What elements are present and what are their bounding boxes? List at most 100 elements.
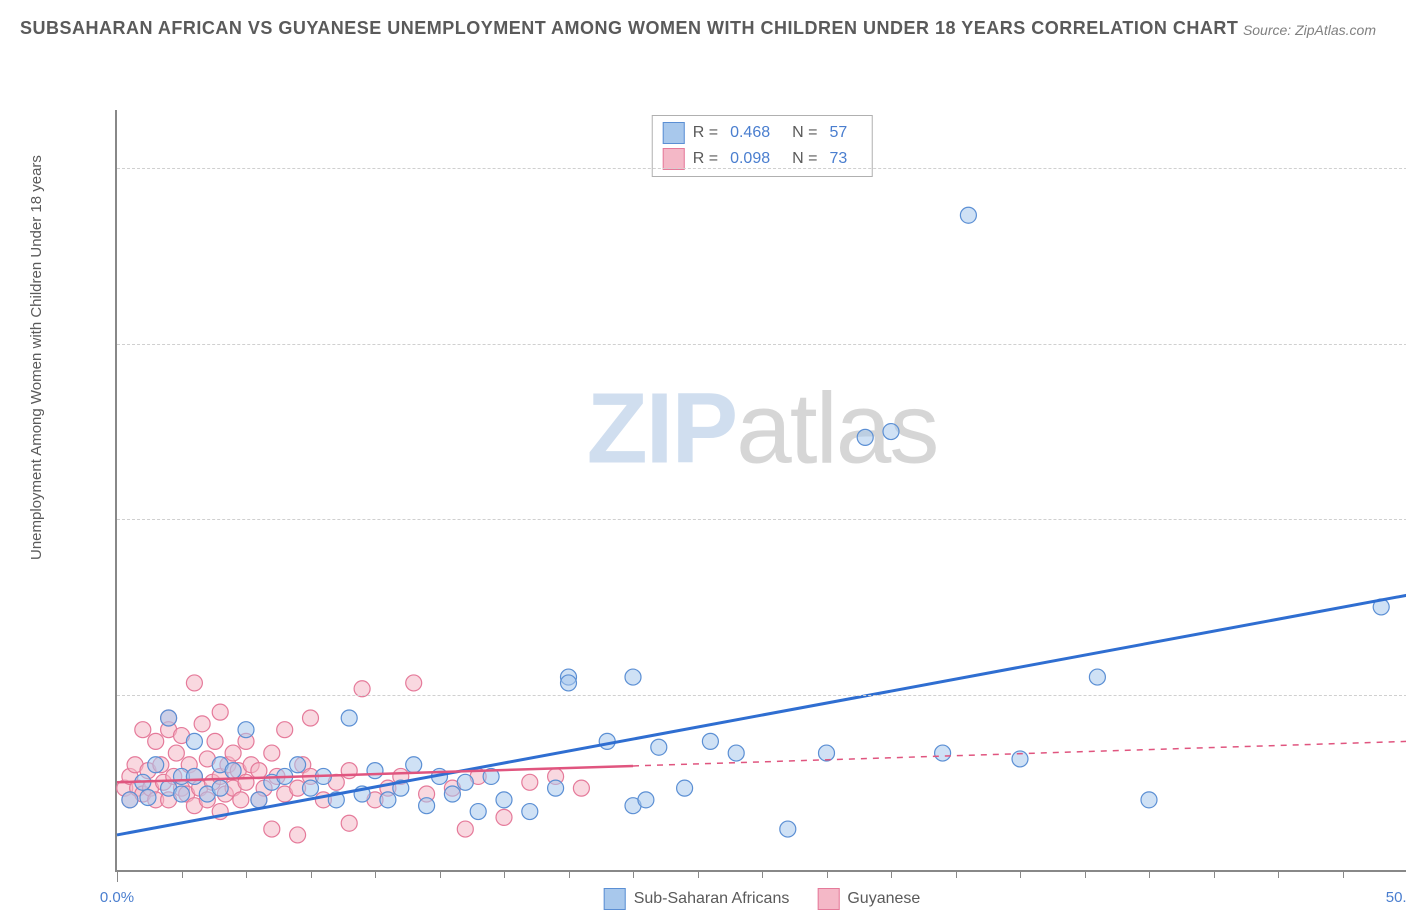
data-point: [251, 792, 267, 808]
data-point: [148, 733, 164, 749]
data-point: [207, 733, 223, 749]
x-tick: [633, 870, 634, 878]
legend-item-0: Sub-Saharan Africans: [604, 888, 790, 910]
data-point: [341, 815, 357, 831]
data-point: [186, 768, 202, 784]
data-point: [406, 675, 422, 691]
x-tick: [182, 870, 183, 878]
data-point: [496, 792, 512, 808]
y-axis-label: Unemployment Among Women with Children U…: [28, 155, 45, 560]
data-point: [419, 798, 435, 814]
x-tick: [1085, 870, 1086, 878]
data-point: [561, 675, 577, 691]
x-tick: [311, 870, 312, 878]
data-point: [212, 704, 228, 720]
data-point: [186, 675, 202, 691]
data-point: [457, 774, 473, 790]
n-value-0: 57: [829, 124, 847, 142]
x-tick: [762, 870, 763, 878]
data-point: [303, 710, 319, 726]
x-tick: [698, 870, 699, 878]
data-point: [186, 733, 202, 749]
x-tick: [1278, 870, 1279, 878]
chart-container: ZIPatlas R = 0.468 N = 57 R = 0.098 N = …: [55, 55, 1375, 845]
x-tick: [569, 870, 570, 878]
data-point: [290, 827, 306, 843]
x-tick: [504, 870, 505, 878]
data-point: [303, 780, 319, 796]
data-point: [148, 757, 164, 773]
data-point: [212, 780, 228, 796]
plot-area: ZIPatlas R = 0.468 N = 57 R = 0.098 N = …: [115, 110, 1406, 872]
data-point: [161, 710, 177, 726]
series-legend: Sub-Saharan Africans Guyanese: [604, 888, 921, 910]
legend-item-1: Guyanese: [817, 888, 920, 910]
r-value-0: 0.468: [730, 124, 770, 142]
x-tick: [375, 870, 376, 878]
n-value-1: 73: [829, 150, 847, 168]
data-point: [264, 821, 280, 837]
data-point: [1089, 669, 1105, 685]
data-point: [780, 821, 796, 837]
data-point: [444, 786, 460, 802]
x-tick: [1020, 870, 1021, 878]
data-point: [857, 429, 873, 445]
data-point: [380, 792, 396, 808]
data-point: [140, 790, 156, 806]
legend-bottom-label-1: Guyanese: [847, 890, 920, 908]
legend-swatch-0: [663, 122, 685, 144]
data-point: [251, 763, 267, 779]
data-point: [238, 722, 254, 738]
data-point: [1141, 792, 1157, 808]
legend-swatch-1: [663, 148, 685, 170]
data-point: [194, 716, 210, 732]
x-tick: [246, 870, 247, 878]
data-point: [522, 774, 538, 790]
x-tick: [956, 870, 957, 878]
data-point: [174, 786, 190, 802]
data-point: [960, 207, 976, 223]
x-tick: [827, 870, 828, 878]
data-point: [168, 745, 184, 761]
data-point: [819, 745, 835, 761]
data-point: [702, 733, 718, 749]
legend-bottom-swatch-0: [604, 888, 626, 910]
data-point: [367, 763, 383, 779]
data-point: [496, 809, 512, 825]
data-point: [277, 722, 293, 738]
r-label-1: R =: [693, 150, 718, 168]
scatter-svg: [117, 110, 1406, 870]
legend-bottom-label-0: Sub-Saharan Africans: [634, 890, 790, 908]
data-point: [470, 804, 486, 820]
x-tick: [1214, 870, 1215, 878]
r-value-1: 0.098: [730, 150, 770, 168]
source-attribution: Source: ZipAtlas.com: [1243, 22, 1376, 38]
n-label-0: N =: [792, 124, 817, 142]
data-point: [728, 745, 744, 761]
data-point: [264, 745, 280, 761]
x-tick: [440, 870, 441, 878]
gridline: [117, 344, 1406, 345]
gridline: [117, 519, 1406, 520]
data-point: [935, 745, 951, 761]
data-point: [135, 722, 151, 738]
legend-row-series-0: R = 0.468 N = 57: [663, 120, 862, 146]
data-point: [522, 804, 538, 820]
data-point: [638, 792, 654, 808]
data-point: [341, 710, 357, 726]
data-point: [233, 792, 249, 808]
gridline: [117, 695, 1406, 696]
data-point: [225, 745, 241, 761]
data-point: [548, 780, 564, 796]
r-label-0: R =: [693, 124, 718, 142]
x-tick: [1149, 870, 1150, 878]
data-point: [290, 757, 306, 773]
data-point: [651, 739, 667, 755]
legend-bottom-swatch-1: [817, 888, 839, 910]
chart-title: SUBSAHARAN AFRICAN VS GUYANESE UNEMPLOYM…: [20, 18, 1238, 39]
data-point: [457, 821, 473, 837]
x-tick-major: [117, 870, 118, 882]
x-tick: [1343, 870, 1344, 878]
n-label-1: N =: [792, 150, 817, 168]
data-point: [677, 780, 693, 796]
